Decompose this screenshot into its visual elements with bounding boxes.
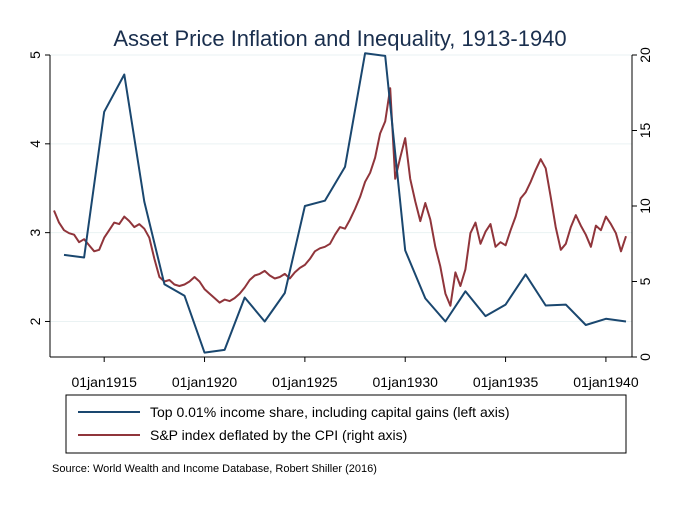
x-tick-label-1915: 01jan1915 (71, 374, 137, 390)
x-tick-label-1940: 01jan1940 (573, 374, 639, 390)
left-tick-label-4: 4 (27, 140, 43, 148)
legend: Top 0.01% income share, including capita… (65, 394, 627, 454)
x-tick-label-1930: 01jan1930 (373, 374, 439, 390)
chart-title: Asset Price Inflation and Inequality, 19… (113, 26, 566, 51)
series-line-income-share (63, 52, 627, 354)
right-tick-label-5: 5 (637, 277, 653, 285)
right-tick-label-10: 10 (637, 198, 653, 214)
series-group (53, 52, 627, 354)
x-tick-label-1935: 01jan1935 (473, 374, 539, 390)
x-tick-label-1920: 01jan1920 (172, 374, 238, 390)
source-note: Source: World Wealth and Income Database… (52, 463, 377, 475)
legend-label-sp-index: S&P index deflated by the CPI (right axi… (150, 427, 407, 443)
right-tick-label-0: 0 (637, 353, 653, 361)
left-tick-label-5: 5 (27, 51, 43, 59)
series-line-sp-index (53, 87, 627, 307)
right-tick-label-20: 20 (637, 47, 653, 63)
left-tick-label-3: 3 (27, 229, 43, 237)
axes: 2 3 4 5 0 5 10 15 20 01jan1915 01jan1920 01jan1925 0… (27, 47, 653, 390)
legend-label-income-share: Top 0.01% income share, including capita… (150, 404, 510, 420)
legend-box (65, 394, 627, 454)
left-tick-label-2: 2 (27, 317, 43, 325)
right-tick-label-15: 15 (637, 123, 653, 139)
x-tick-label-1925: 01jan1925 (272, 374, 338, 390)
